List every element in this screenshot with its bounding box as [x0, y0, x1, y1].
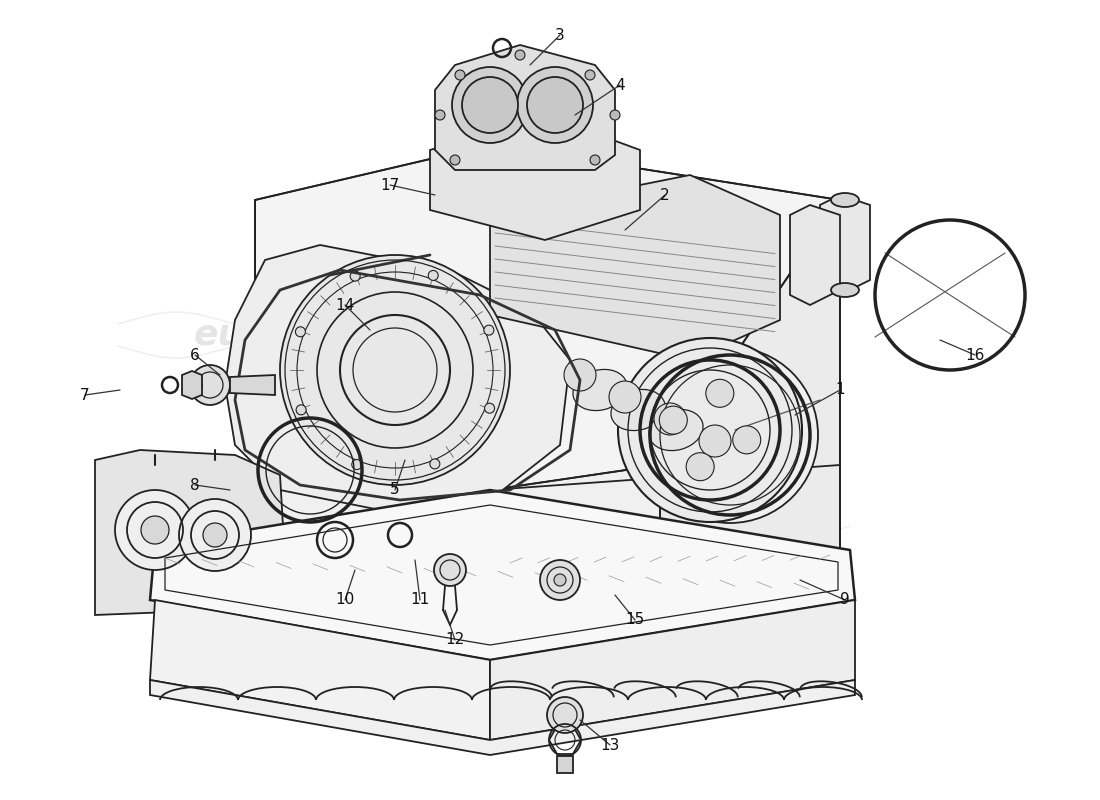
- Circle shape: [585, 70, 595, 80]
- Text: 16: 16: [966, 347, 984, 362]
- Circle shape: [659, 406, 688, 434]
- Circle shape: [450, 155, 460, 165]
- Polygon shape: [490, 600, 855, 740]
- Text: 9: 9: [840, 593, 850, 607]
- Circle shape: [654, 403, 686, 435]
- Circle shape: [428, 270, 438, 281]
- Circle shape: [352, 459, 362, 470]
- Circle shape: [434, 110, 446, 120]
- Circle shape: [618, 338, 802, 522]
- Text: 3: 3: [556, 27, 565, 42]
- Circle shape: [485, 403, 495, 414]
- Circle shape: [540, 560, 580, 600]
- Ellipse shape: [830, 193, 859, 207]
- Text: eurospares: eurospares: [546, 528, 774, 562]
- Circle shape: [547, 697, 583, 733]
- Text: 10: 10: [336, 593, 354, 607]
- Circle shape: [484, 325, 494, 335]
- Circle shape: [296, 405, 306, 415]
- Text: 12: 12: [446, 633, 464, 647]
- Circle shape: [434, 554, 466, 586]
- Circle shape: [350, 271, 360, 281]
- Polygon shape: [150, 600, 490, 740]
- Circle shape: [609, 381, 641, 413]
- Text: 15: 15: [626, 613, 645, 627]
- Circle shape: [706, 379, 734, 407]
- Circle shape: [698, 425, 732, 457]
- Ellipse shape: [649, 410, 703, 450]
- Circle shape: [430, 459, 440, 469]
- Circle shape: [610, 110, 620, 120]
- Circle shape: [733, 426, 761, 454]
- Polygon shape: [230, 375, 275, 395]
- Polygon shape: [790, 205, 840, 305]
- Ellipse shape: [830, 283, 859, 297]
- Circle shape: [296, 326, 306, 337]
- Text: 13: 13: [601, 738, 619, 753]
- Text: 8: 8: [190, 478, 200, 493]
- Circle shape: [116, 490, 195, 570]
- Circle shape: [517, 67, 593, 143]
- Text: 6: 6: [190, 347, 200, 362]
- Text: eurospares: eurospares: [194, 318, 422, 352]
- Ellipse shape: [610, 390, 665, 430]
- Circle shape: [204, 523, 227, 547]
- Circle shape: [455, 70, 465, 80]
- Polygon shape: [490, 175, 780, 360]
- Circle shape: [452, 67, 528, 143]
- Circle shape: [564, 359, 596, 391]
- Text: 11: 11: [410, 593, 430, 607]
- Polygon shape: [182, 371, 202, 399]
- Circle shape: [190, 365, 230, 405]
- Text: 1: 1: [835, 382, 845, 398]
- Circle shape: [515, 50, 525, 60]
- Circle shape: [554, 574, 566, 586]
- Circle shape: [179, 499, 251, 571]
- Text: 5: 5: [390, 482, 399, 498]
- Polygon shape: [255, 145, 840, 490]
- Circle shape: [527, 77, 583, 133]
- Circle shape: [590, 155, 600, 165]
- Text: 2: 2: [660, 187, 670, 202]
- Text: 17: 17: [381, 178, 399, 193]
- Polygon shape: [226, 245, 570, 510]
- Circle shape: [141, 516, 169, 544]
- Polygon shape: [95, 450, 285, 615]
- Polygon shape: [150, 490, 855, 660]
- Text: 4: 4: [615, 78, 625, 93]
- Polygon shape: [660, 200, 840, 660]
- Polygon shape: [430, 115, 640, 240]
- Circle shape: [462, 77, 518, 133]
- Circle shape: [280, 255, 510, 485]
- Polygon shape: [255, 445, 660, 720]
- Polygon shape: [557, 756, 573, 773]
- Circle shape: [686, 453, 714, 481]
- Polygon shape: [150, 680, 855, 755]
- Text: 14: 14: [336, 298, 354, 313]
- Circle shape: [642, 347, 818, 523]
- Polygon shape: [434, 45, 615, 170]
- Text: 7: 7: [80, 387, 90, 402]
- Ellipse shape: [573, 370, 627, 410]
- Polygon shape: [820, 195, 870, 295]
